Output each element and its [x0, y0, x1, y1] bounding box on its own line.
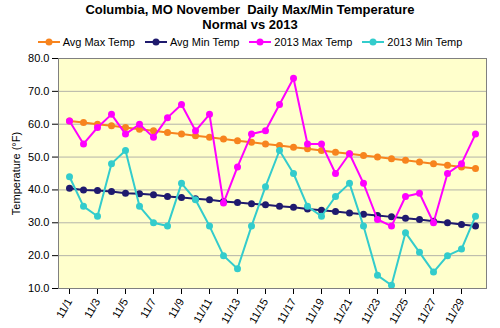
svg-text:11/29: 11/29 — [443, 296, 467, 325]
html-text:Avg Max Temp: Avg Max Temp — [62, 36, 135, 48]
html-text:2013 Max Temp: 2013 Max Temp — [274, 36, 353, 48]
svg-text:11/5: 11/5 — [110, 296, 131, 320]
svg-text:11/21: 11/21 — [331, 296, 355, 325]
svg-text:60.0: 60.0 — [28, 118, 49, 130]
svg-text:11/11: 11/11 — [191, 296, 214, 324]
svg-text:30.0: 30.0 — [28, 216, 49, 228]
svg-text:80.0: 80.0 — [28, 52, 49, 64]
svg-text:11/13: 11/13 — [219, 296, 243, 325]
svg-text:11/3: 11/3 — [82, 296, 103, 320]
svg-text:50.0: 50.0 — [28, 151, 49, 163]
html-text:Normal vs 2013: Normal vs 2013 — [202, 17, 298, 32]
svg-text:11/15: 11/15 — [247, 296, 271, 325]
svg-text:11/17: 11/17 — [275, 296, 299, 325]
html-text:2013 Min Temp: 2013 Min Temp — [387, 36, 463, 48]
svg-text:11/19: 11/19 — [303, 296, 327, 325]
svg-text:11/25: 11/25 — [387, 296, 411, 325]
svg-text:70.0: 70.0 — [28, 85, 49, 97]
svg-text:11/1: 11/1 — [54, 296, 75, 320]
svg-text:40.0: 40.0 — [28, 183, 49, 195]
svg-text:11/9: 11/9 — [166, 296, 187, 320]
svg-text:11/23: 11/23 — [359, 296, 383, 325]
svg-text:20.0: 20.0 — [28, 249, 49, 261]
html-text:Avg Min Temp: Avg Min Temp — [170, 36, 240, 48]
html-text:Columbia, MO November Daily Ma: Columbia, MO November Daily Max/Min Temp… — [85, 2, 415, 17]
svg-text:11/27: 11/27 — [415, 296, 439, 325]
svg-text:11/7: 11/7 — [138, 296, 159, 320]
svg-text:Temperature (°F): Temperature (°F) — [10, 132, 22, 215]
svg-text:10.0: 10.0 — [28, 282, 49, 294]
